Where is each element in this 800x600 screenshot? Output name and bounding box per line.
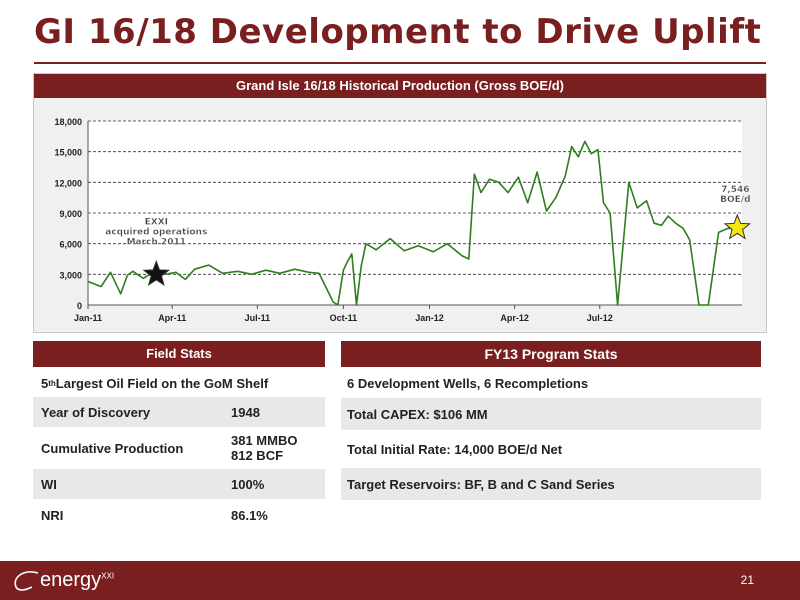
y-tick-label: 9,000	[59, 209, 82, 219]
field-row-cumulative: Cumulative Production 381 MMBO 812 BCF	[33, 427, 325, 469]
largest-suffix: Largest Oil Field on the GoM Shelf	[55, 375, 269, 391]
field-row-wi: WI 100%	[33, 469, 325, 499]
field-row-value-2: 812 BCF	[231, 448, 284, 463]
x-tick-label: Jul-11	[245, 313, 271, 323]
program-row-text: Target Reservoirs: BF, B and C Sand Seri…	[347, 476, 615, 492]
largest-sup: th	[48, 378, 56, 388]
largest-prefix: 5	[41, 375, 49, 391]
annotation-text: BOE/d	[720, 195, 750, 205]
annotation-text: 7,546	[721, 185, 749, 195]
program-row-text: Total CAPEX: $106 MM	[347, 406, 488, 422]
field-row-label: Year of Discovery	[41, 404, 151, 420]
field-row-value: 100%	[231, 476, 265, 492]
y-tick-label: 3,000	[59, 270, 82, 280]
title-divider	[34, 62, 766, 64]
field-row-label: NRI	[41, 507, 64, 523]
annotation-text: EXXI	[145, 217, 168, 227]
program-stats-header: FY13 Program Stats	[341, 341, 761, 367]
company-logo: energyXXI	[40, 569, 114, 592]
current-star-icon	[723, 213, 752, 240]
x-tick-label: Jan-11	[74, 313, 102, 323]
x-tick-label: Apr-12	[500, 313, 529, 323]
program-row-text: Total Initial Rate: 14,000 BOE/d Net	[347, 441, 563, 457]
field-row-label: Cumulative Production	[41, 440, 184, 456]
page-number: 21	[740, 573, 754, 587]
production-chart: Grand Isle 16/18 Historical Production (…	[33, 73, 767, 333]
program-row: Target Reservoirs: BF, B and C Sand Seri…	[341, 468, 761, 500]
annotation-text: acquired operations	[105, 227, 207, 237]
program-row: Total Initial Rate: 14,000 BOE/d Net	[341, 432, 761, 466]
x-tick-label: Jul-12	[587, 313, 613, 323]
production-line	[87, 140, 738, 306]
logo-text: energy	[40, 569, 102, 591]
swoosh-icon	[14, 571, 39, 591]
x-tick-label: Jan-12	[415, 313, 444, 323]
y-tick-label: 0	[77, 301, 82, 311]
field-row-value: 381 MMBO	[231, 433, 298, 448]
y-tick-label: 12,000	[54, 178, 82, 188]
logo-sup: XXI	[101, 571, 115, 581]
program-row: 6 Development Wells, 6 Recompletions	[341, 369, 761, 397]
field-row-label: WI	[41, 476, 57, 492]
chart-title: Grand Isle 16/18 Historical Production (…	[34, 74, 766, 98]
program-row-text: 6 Development Wells, 6 Recompletions	[347, 375, 589, 391]
field-row-discovery: Year of Discovery 1948	[33, 397, 325, 427]
field-row-nri: NRI 86.1%	[33, 499, 325, 531]
field-row-value: 86.1%	[231, 507, 268, 523]
field-stats-header: Field Stats	[33, 341, 325, 367]
x-tick-label: Oct-11	[330, 313, 358, 323]
y-tick-label: 6,000	[59, 240, 82, 250]
annotation-text: March 2011	[127, 237, 186, 247]
program-row: Total CAPEX: $106 MM	[341, 398, 761, 430]
y-tick-label: 15,000	[54, 148, 82, 158]
exxi-star-icon	[142, 259, 171, 287]
field-row-value: 1948	[231, 404, 260, 420]
y-tick-label: 18,000	[54, 117, 82, 127]
chart-plot: 0 3,000 6,000 9,000 12,000 15,000 18,000 Jan-11…	[54, 117, 752, 323]
footer-bar: energyXXI 21	[0, 561, 800, 600]
x-tick-label: Apr-11	[158, 313, 186, 323]
slide-title: GI 16/18 Development to Drive Uplift	[34, 12, 762, 52]
